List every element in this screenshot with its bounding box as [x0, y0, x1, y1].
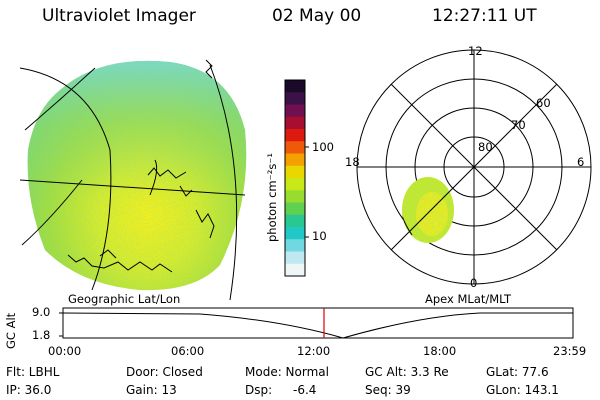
- colorbar-swatch: [285, 214, 305, 228]
- colorbar-swatch: [285, 165, 305, 179]
- mlat-label-60: 60: [536, 96, 551, 110]
- polar-grid: [356, 49, 592, 285]
- colorbar-swatch: [285, 178, 305, 191]
- mlt-label-0: 0: [470, 276, 478, 290]
- altitude-xtick-0600: 06:00: [171, 344, 205, 358]
- colorbar-tick-100: 100: [312, 140, 334, 154]
- mlat-label-70: 70: [511, 118, 526, 132]
- image-date: 02 May 00: [272, 6, 362, 26]
- filter-value: Flt: LBHL: [6, 365, 60, 379]
- colorbar-swatch: [285, 104, 305, 118]
- auroral-oval: [402, 177, 454, 243]
- altitude-xtick-2359: 23:59: [553, 344, 587, 358]
- mode-value: Mode: Normal: [245, 365, 329, 379]
- sequence-value: Seq: 39: [365, 383, 411, 397]
- colorbar-swatch: [285, 92, 305, 105]
- colorbar-unit-label: photon cm⁻²s⁻¹: [265, 153, 279, 242]
- mlt-label-12: 12: [468, 44, 483, 58]
- auroral-image-disk: [27, 60, 247, 291]
- door-status: Door: Closed: [126, 365, 203, 379]
- colorbar-swatch: [285, 251, 305, 265]
- colorbar-swatch: [285, 263, 305, 277]
- colorbar-swatch: [285, 141, 305, 154]
- image-title: Ultraviolet Imager: [42, 6, 196, 26]
- altitude-xtick-1800: 18:00: [423, 344, 457, 358]
- altitude-plot: [59, 307, 574, 339]
- colorbar-swatch: [285, 153, 305, 167]
- colorbar-swatch: [285, 227, 305, 240]
- image-time: 12:27:11 UT: [432, 6, 537, 26]
- mlat-label-80: 80: [478, 140, 493, 154]
- altitude-ylabel: GC Alt: [4, 312, 18, 349]
- altitude-ytick-9: 9.0: [32, 305, 51, 319]
- altitude-xtick-1200: 12:00: [297, 344, 331, 358]
- glon-value: GLon: 143.1: [486, 383, 559, 397]
- colorbar: [284, 79, 309, 277]
- mlt-label-18: 18: [345, 155, 360, 169]
- dsp-value: -6.4: [293, 383, 317, 397]
- altitude-ytick-1-8: 1.8: [32, 328, 51, 342]
- coastlines: [67, 59, 215, 273]
- colorbar-swatch: [285, 239, 305, 252]
- dsp-label: Dsp:: [245, 383, 273, 397]
- glat-value: GLat: 77.6: [486, 365, 549, 379]
- colorbar-swatch: [285, 129, 305, 142]
- colorbar-swatch: [285, 80, 305, 93]
- geographic-grid: [19, 64, 246, 301]
- right-panel-caption: Apex MLat/MLT: [425, 292, 512, 306]
- gain-value: Gain: 13: [126, 383, 177, 397]
- gc-alt-value: GC Alt: 3.3 Re: [365, 365, 449, 379]
- colorbar-swatch: [285, 202, 305, 216]
- colorbar-swatch: [285, 190, 305, 203]
- colorbar-tick-10: 10: [312, 229, 327, 243]
- mlt-label-6: 6: [577, 155, 585, 169]
- ip-value: IP: 36.0: [6, 383, 52, 397]
- altitude-xtick-0000: 00:00: [48, 344, 82, 358]
- left-panel-caption: Geographic Lat/Lon: [68, 292, 181, 306]
- colorbar-swatch: [285, 116, 305, 130]
